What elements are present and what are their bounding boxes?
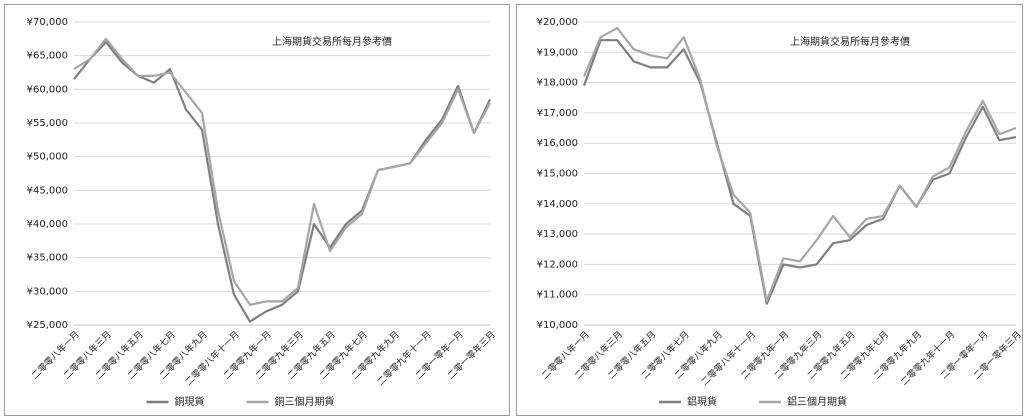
chart-panel: ¥10,000 ¥11,000 ¥12,000 ¥13,000 ¥14,000 ¥15,0…: [516, 4, 1024, 416]
line-series: [73, 41, 491, 323]
chart-title: 上海期貨交易所每月參考價: [272, 35, 392, 48]
y-tick-label: ¥35,000: [27, 253, 68, 264]
legend-label: 鋁三個月期貨: [787, 395, 847, 408]
line-series: [582, 39, 1017, 305]
line-series: [73, 37, 491, 306]
y-tick-label: ¥19,000: [537, 47, 578, 58]
y-tick-label: ¥40,000: [27, 219, 68, 230]
y-tick-label: ¥60,000: [27, 84, 68, 95]
y-tick-label: ¥13,000: [537, 229, 578, 240]
y-tick-label: ¥25,000: [27, 320, 68, 331]
y-tick-label: ¥30,000: [27, 286, 68, 297]
y-tick-label: ¥16,000: [537, 138, 578, 149]
y-tick-label: ¥17,000: [537, 108, 578, 119]
line-series: [582, 27, 1017, 302]
panel-frame: [4, 4, 510, 416]
legend-label: 銅現貨: [175, 395, 205, 408]
chart-panel: ¥25,000 ¥30,000 ¥35,000 ¥40,000 ¥45,000 ¥50,0…: [4, 4, 510, 416]
y-tick-label: ¥50,000: [27, 152, 68, 163]
chart-title: 上海期貨交易所每月參考價: [790, 35, 910, 48]
y-tick-label: ¥70,000: [27, 17, 68, 28]
y-tick-label: ¥14,000: [537, 199, 578, 210]
y-tick-label: ¥10,000: [537, 320, 578, 331]
y-tick-label: ¥45,000: [27, 185, 68, 196]
y-tick-label: ¥12,000: [537, 259, 578, 270]
y-tick-label: ¥55,000: [27, 118, 68, 129]
legend-label: 鋁現貨: [687, 395, 717, 408]
y-tick-label: ¥18,000: [537, 78, 578, 89]
y-tick-label: ¥65,000: [27, 51, 68, 62]
panel-frame: [516, 4, 1023, 416]
y-tick-label: ¥15,000: [537, 169, 578, 180]
y-tick-label: ¥20,000: [537, 17, 578, 28]
y-tick-label: ¥11,000: [537, 290, 578, 301]
legend-label: 銅三個月期貨: [275, 395, 335, 408]
